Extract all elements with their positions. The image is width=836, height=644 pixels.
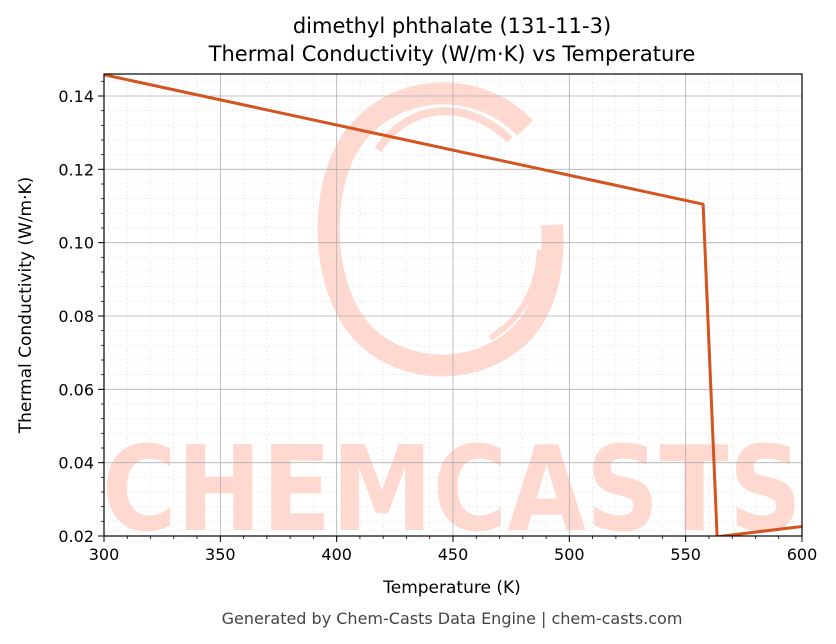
y-tick-label: 0.06 [58, 380, 94, 399]
x-tick-label: 550 [670, 545, 701, 564]
series-layer [104, 74, 802, 536]
x-tick-label: 350 [205, 545, 236, 564]
y-tick-label: 0.12 [58, 160, 94, 179]
watermark: CHEMCASTS [102, 82, 802, 558]
footer-credit: Generated by Chem-Casts Data Engine | ch… [222, 609, 683, 628]
series-line [104, 74, 802, 536]
y-axis-label: Thermal Conductivity (W/m·K) [16, 177, 36, 435]
chart-title: dimethyl phthalate (131-11-3) [293, 14, 611, 38]
watermark-text: CHEMCASTS [102, 420, 802, 558]
x-tick-label: 450 [438, 545, 469, 564]
x-tick-label: 400 [321, 545, 352, 564]
y-tick-label: 0.04 [58, 454, 94, 473]
y-tick-label: 0.14 [58, 87, 94, 106]
watermark-logo-icon [317, 82, 564, 377]
x-tick-label: 300 [89, 545, 120, 564]
chart-subtitle: Thermal Conductivity (W/m·K) vs Temperat… [208, 42, 696, 66]
x-axis: 300 350 400 450 500 550 600 [89, 536, 818, 564]
y-axis: 0.02 0.04 0.06 0.08 0.10 0.12 0.14 [58, 80, 104, 546]
y-tick-label: 0.10 [58, 234, 94, 253]
y-tick-label: 0.08 [58, 307, 94, 326]
x-axis-label: Temperature (K) [382, 578, 521, 598]
y-tick-label: 0.02 [58, 527, 94, 546]
x-tick-label: 600 [787, 545, 818, 564]
x-tick-label: 500 [554, 545, 585, 564]
